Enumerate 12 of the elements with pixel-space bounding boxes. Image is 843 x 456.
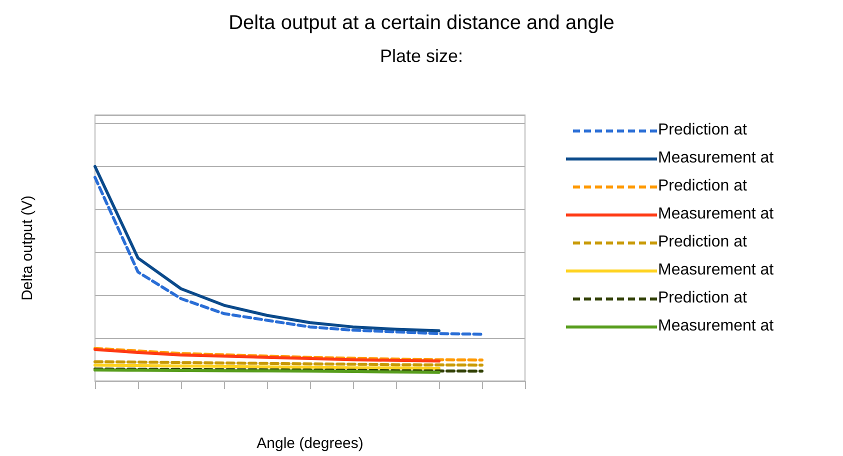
legend-label: Measurement at [658,262,774,278]
legend-label: Prediction at [658,234,748,250]
legend-label: Prediction at [658,122,748,138]
legend-label: Prediction at [658,290,748,306]
chart-title: Delta output at a certain distance and angle [228,12,614,34]
legend-label: Measurement at [658,150,774,166]
x-axis-title: Angle (degrees) [256,435,364,452]
chart-subtitle: Plate size: [380,46,464,66]
legend-label: Measurement at [658,206,774,222]
legend-label: Measurement at [658,318,774,334]
legend-label: Prediction at [658,178,748,194]
y-axis-title: Delta output (V) [19,195,36,301]
